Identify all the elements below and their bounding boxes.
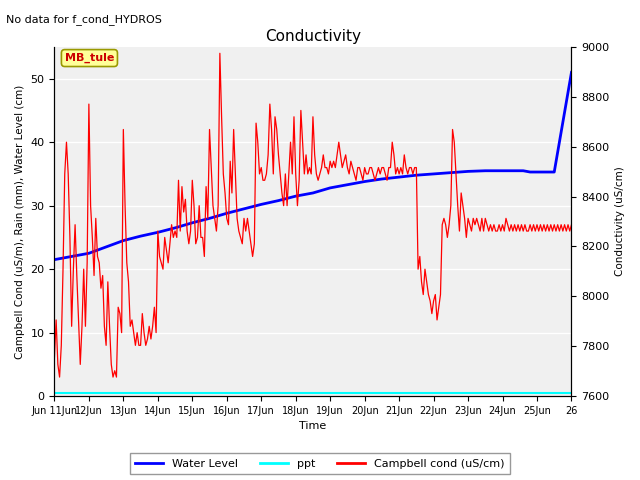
Title: Conductivity: Conductivity bbox=[265, 29, 361, 44]
X-axis label: Time: Time bbox=[300, 421, 326, 432]
Text: MB_tule: MB_tule bbox=[65, 53, 114, 63]
Legend: Water Level, ppt, Campbell cond (uS/cm): Water Level, ppt, Campbell cond (uS/cm) bbox=[130, 453, 510, 474]
Text: No data for f_cond_HYDROS: No data for f_cond_HYDROS bbox=[6, 14, 163, 25]
Y-axis label: Conductivity (uS/cm): Conductivity (uS/cm) bbox=[615, 167, 625, 276]
Y-axis label: Campbell Cond (uS/m), Rain (mm), Water Level (cm): Campbell Cond (uS/m), Rain (mm), Water L… bbox=[15, 84, 25, 359]
